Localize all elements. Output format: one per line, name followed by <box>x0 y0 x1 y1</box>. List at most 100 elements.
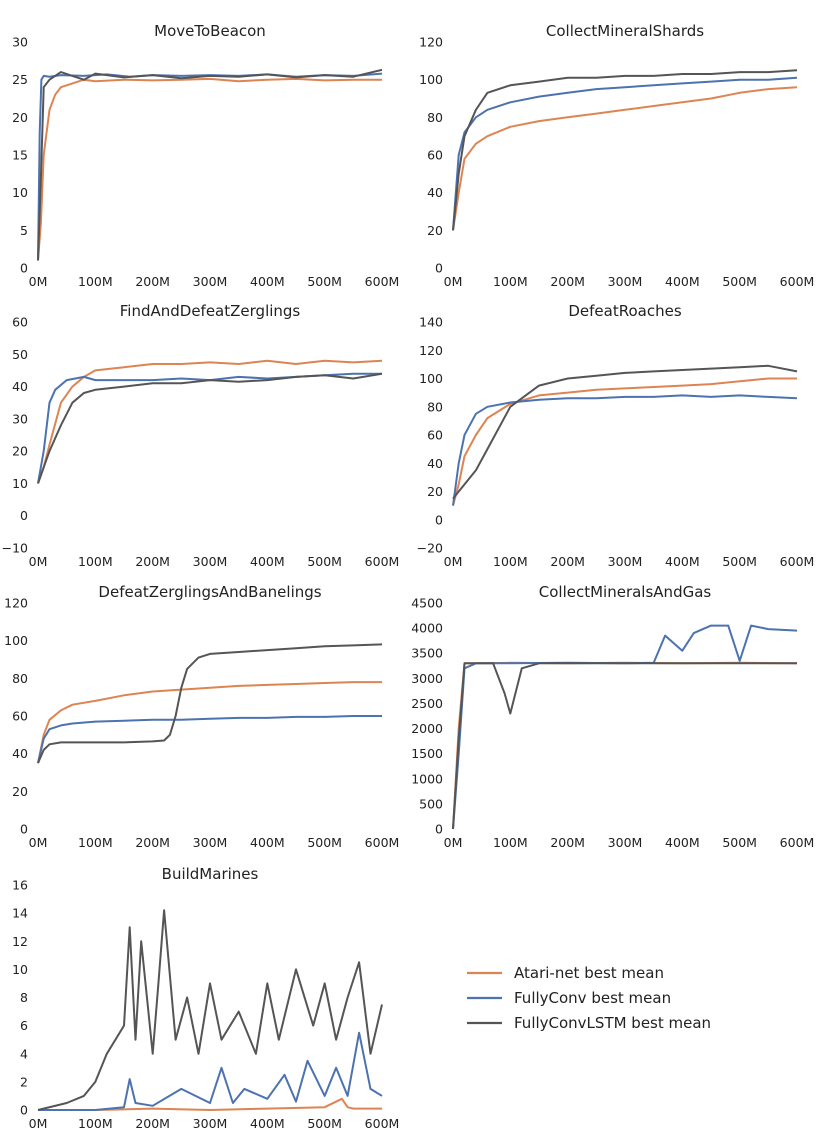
x-tick-label: 300M <box>608 274 643 289</box>
x-tick-label: 100M <box>493 835 528 850</box>
x-tick-label: 300M <box>608 835 643 850</box>
y-tick-label: 20 <box>12 110 28 125</box>
x-tick-label: 100M <box>493 554 528 569</box>
x-tick-label: 400M <box>665 554 700 569</box>
y-tick-label: 100 <box>4 633 28 648</box>
legend-label: FullyConv best mean <box>514 989 671 1007</box>
y-tick-label: 120 <box>419 343 443 358</box>
series-line-atari-net-best-mean <box>452 377 797 506</box>
x-tick-label: 500M <box>722 554 757 569</box>
series-line-fullyconvlstm-best-mean <box>37 372 383 484</box>
y-tick-label: 30 <box>12 35 28 50</box>
x-tick-label: 0M <box>444 274 463 289</box>
x-tick-label: 100M <box>493 274 528 289</box>
y-tick-label: 3000 <box>411 671 443 686</box>
x-tick-label: 500M <box>307 1116 342 1131</box>
x-tick-label: 300M <box>608 554 643 569</box>
series-line-fullyconv-best-mean <box>37 715 382 764</box>
y-tick-label: 500 <box>419 796 443 811</box>
x-tick-label: 600M <box>780 274 815 289</box>
y-tick-label: 4500 <box>411 596 443 611</box>
x-tick-label: 600M <box>780 835 815 850</box>
y-tick-label: 60 <box>12 709 28 724</box>
y-tick-label: 10 <box>12 476 28 491</box>
x-tick-label: 400M <box>250 274 285 289</box>
x-tick-label: 200M <box>550 554 585 569</box>
x-tick-label: 0M <box>29 274 48 289</box>
y-tick-label: 60 <box>427 148 443 163</box>
panel-title: DefeatZerglingsAndBanelings <box>98 583 321 601</box>
y-tick-label: 14 <box>12 906 28 921</box>
x-tick-label: 0M <box>29 1116 48 1131</box>
x-tick-label: 600M <box>365 1116 400 1131</box>
panel-collectmineralsandgas: CollectMineralsAndGas 0 500 1000 1500 2000 250… <box>411 583 814 850</box>
y-tick-label: 1000 <box>411 771 443 786</box>
x-tick-label: 400M <box>250 1116 285 1131</box>
series-line-fullyconvlstm-best-mean <box>37 68 383 261</box>
series-line-atari-net-best-mean <box>37 359 383 484</box>
legend: Atari-net best mean FullyConv best mean Fu… <box>467 964 711 1032</box>
series-line-atari-net-best-mean <box>37 681 382 764</box>
panel-defeatroaches: DefeatRoaches −20 0 20 40 60 80 100 120 140 0M 100M… <box>417 302 815 569</box>
panel-title: DefeatRoaches <box>568 302 681 320</box>
y-tick-label: 40 <box>427 456 443 471</box>
y-tick-label: 1500 <box>411 746 443 761</box>
x-tick-label: 500M <box>722 835 757 850</box>
x-tick-label: 600M <box>365 554 400 569</box>
x-tick-label: 200M <box>550 835 585 850</box>
legend-label: FullyConvLSTM best mean <box>514 1014 711 1032</box>
y-tick-label: 2500 <box>411 696 443 711</box>
series-line-atari-net-best-mean <box>37 77 382 261</box>
y-tick-label: 100 <box>419 72 443 87</box>
y-tick-label: 40 <box>12 746 28 761</box>
y-tick-label: 20 <box>427 223 443 238</box>
x-tick-label: 600M <box>365 274 400 289</box>
x-tick-label: 500M <box>722 274 757 289</box>
x-tick-label: 100M <box>78 554 113 569</box>
series-line-fullyconv-best-mean <box>37 372 382 484</box>
y-tick-label: 20 <box>427 484 443 499</box>
y-tick-label: 40 <box>12 379 28 394</box>
y-tick-label: 20 <box>12 784 28 799</box>
panel-collectmineralshards: CollectMineralShards 0 20 40 60 80 100 120 0M 100… <box>419 22 814 289</box>
x-tick-label: 500M <box>307 554 342 569</box>
y-tick-label: 50 <box>12 347 28 362</box>
series-line-fullyconvlstm-best-mean <box>37 643 383 764</box>
panel-title: CollectMineralShards <box>546 22 704 40</box>
x-tick-label: 400M <box>665 835 700 850</box>
y-tick-label: 10 <box>12 962 28 977</box>
panel-title: CollectMineralsAndGas <box>539 583 712 601</box>
y-tick-label: 20 <box>12 444 28 459</box>
x-tick-label: 100M <box>78 274 113 289</box>
y-tick-label: 80 <box>12 671 28 686</box>
y-tick-label: 60 <box>12 315 28 330</box>
y-tick-label: 0 <box>435 822 443 837</box>
y-tick-label: 80 <box>427 110 443 125</box>
y-tick-label: 120 <box>419 35 443 50</box>
y-tick-label: 60 <box>427 428 443 443</box>
series-line-fullyconv-best-mean <box>452 76 798 231</box>
panel-defeatzerglingsandbanelings: DefeatZerglingsAndBanelings 0 20 40 60 80 100 1… <box>4 583 399 850</box>
y-tick-label: 0 <box>20 261 28 276</box>
x-tick-label: 500M <box>307 835 342 850</box>
x-tick-label: 300M <box>193 554 228 569</box>
y-tick-label: 2000 <box>411 721 443 736</box>
y-tick-label: 120 <box>4 596 28 611</box>
series-line-fullyconvlstm-best-mean <box>37 909 383 1111</box>
y-tick-label: 140 <box>419 315 443 330</box>
x-tick-label: 500M <box>307 274 342 289</box>
series-line-atari-net-best-mean <box>38 1097 382 1111</box>
x-tick-label: 300M <box>193 835 228 850</box>
x-tick-label: 200M <box>135 835 170 850</box>
y-tick-label: 25 <box>12 72 28 87</box>
y-tick-label: 16 <box>12 878 28 893</box>
x-tick-label: 200M <box>550 274 585 289</box>
legend-label: Atari-net best mean <box>514 964 664 982</box>
y-tick-label: 0 <box>20 508 28 523</box>
x-tick-label: 0M <box>29 554 48 569</box>
x-tick-label: 600M <box>365 835 400 850</box>
panel-title: FindAndDefeatZerglings <box>120 302 301 320</box>
series-line-atari-net-best-mean <box>452 86 798 231</box>
